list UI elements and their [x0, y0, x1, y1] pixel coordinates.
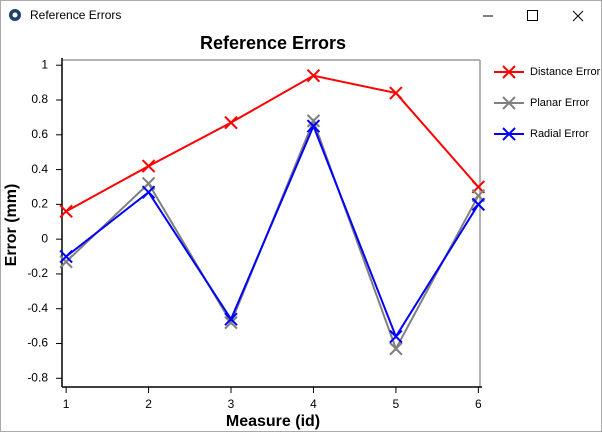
maximize-button[interactable] [510, 1, 554, 31]
marker [59, 204, 73, 219]
legend-marker [502, 65, 516, 79]
marker [59, 255, 73, 269]
legend-label: Distance Error [530, 66, 601, 78]
minimize-button[interactable] [466, 1, 510, 31]
marker [224, 315, 238, 330]
x-tick-label: 6 [475, 397, 482, 411]
legend-marker [502, 96, 516, 110]
marker [389, 342, 403, 356]
marker [306, 119, 321, 133]
y-tick-label: -0.2 [27, 266, 48, 280]
x-tick-label: 5 [393, 397, 400, 411]
y-tick-label: -0.6 [27, 336, 48, 350]
y-tick-label: 0.6 [31, 127, 48, 141]
y-tick-label: 1 [41, 57, 48, 71]
chart-title: Reference Errors [200, 33, 346, 53]
x-tick-label: 1 [63, 397, 70, 411]
legend-label: Radial Error [530, 128, 589, 140]
y-tick-label: 0.4 [31, 162, 48, 176]
x-tick-label: 4 [310, 397, 317, 411]
marker [141, 185, 156, 199]
y-tick-label: -0.4 [27, 301, 48, 315]
y-tick-label: 0.8 [31, 92, 48, 106]
series-line [65, 74, 480, 213]
x-tick-label: 2 [145, 397, 152, 411]
close-button[interactable] [554, 1, 600, 31]
x-axis-label: Measure (id) [226, 413, 320, 430]
app-icon-dot [12, 12, 18, 18]
series-line [65, 123, 480, 339]
legend-label: Planar Error [530, 97, 590, 109]
y-tick-label: -0.8 [27, 370, 48, 384]
y-tick-label: 0 [41, 231, 48, 245]
marker [389, 86, 403, 100]
marker [389, 329, 403, 344]
y-tick-label: 0.2 [31, 197, 48, 211]
legend-marker [502, 127, 516, 141]
marker [224, 312, 238, 326]
marker [306, 68, 321, 83]
marker [306, 114, 321, 128]
y-axis-label: Error (mm) [3, 184, 20, 267]
marker [59, 249, 73, 264]
x-tick-label: 3 [228, 397, 235, 411]
marker [224, 115, 238, 130]
marker [471, 197, 486, 212]
window-title: Reference Errors [30, 8, 121, 22]
marker [141, 159, 156, 173]
